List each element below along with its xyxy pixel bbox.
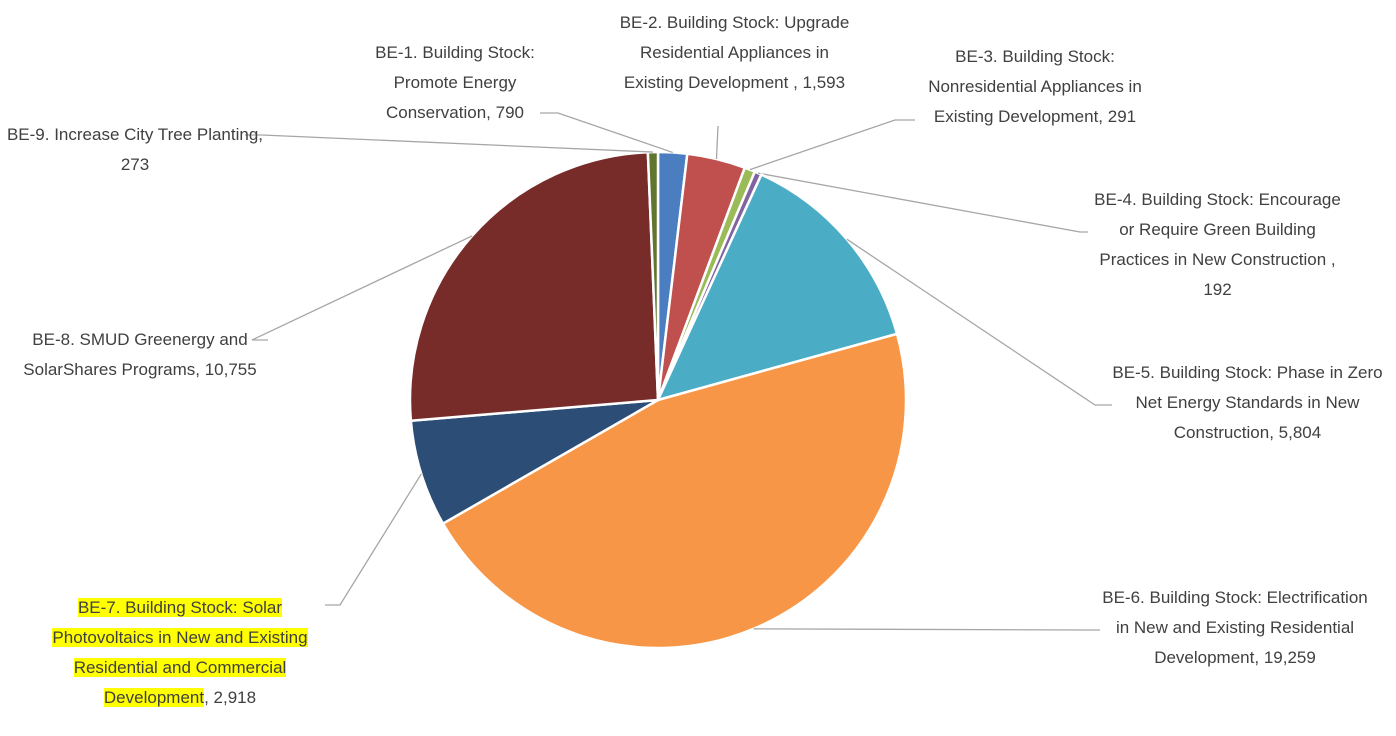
value-label: 273 xyxy=(120,155,150,174)
label-separator: , xyxy=(793,73,803,92)
data-label: BE-4. Building Stock: Encourage or Requi… xyxy=(1085,185,1350,305)
data-label: BE-2. Building Stock: Upgrade Residentia… xyxy=(612,8,857,98)
category-label: BE-2. Building Stock: Upgrade Residentia… xyxy=(619,13,850,92)
leader-line xyxy=(753,628,1100,631)
leader-line xyxy=(715,125,719,160)
pie-slice xyxy=(408,150,660,423)
label-separator: , xyxy=(1098,107,1108,126)
label-separator: , xyxy=(258,125,264,144)
leader-line xyxy=(540,112,673,154)
data-label: BE-8. SMUD Greenergy and SolarShares Pro… xyxy=(0,325,280,385)
leader-line xyxy=(325,473,422,606)
value-label: 19,259 xyxy=(1263,648,1316,667)
data-label: BE-6. Building Stock: Electrification in… xyxy=(1095,583,1375,673)
pie-slice xyxy=(441,332,908,650)
leader-line xyxy=(758,172,1088,233)
value-label: 1,593 xyxy=(802,73,846,92)
leader-line xyxy=(245,134,653,153)
value-label: 10,755 xyxy=(204,360,257,379)
category-label: BE-8. SMUD Greenergy and SolarShares Pro… xyxy=(23,330,248,379)
data-label: BE-5. Building Stock: Phase in Zero Net … xyxy=(1105,358,1390,448)
label-separator: , xyxy=(1330,250,1336,269)
leader-line xyxy=(749,119,915,171)
label-separator: , xyxy=(1269,423,1279,442)
data-label: BE-1. Building Stock: Promote Energy Con… xyxy=(355,38,555,128)
leader-line xyxy=(251,235,473,341)
category-label: BE-6. Building Stock: Electrification in… xyxy=(1102,588,1368,667)
category-label: BE-4. Building Stock: Encourage or Requi… xyxy=(1094,190,1341,269)
value-label: 790 xyxy=(495,103,524,122)
leader-line xyxy=(846,238,1112,406)
pie-slice xyxy=(409,398,659,526)
label-separator: , xyxy=(204,688,214,707)
data-label: BE-7. Building Stock: Solar Photovoltaic… xyxy=(30,593,330,713)
label-separator: , xyxy=(1254,648,1264,667)
category-label: BE-7. Building Stock: Solar Photovoltaic… xyxy=(52,598,308,707)
data-label: BE-9. Increase City Tree Planting, 273 xyxy=(5,120,265,180)
category-label: BE-1. Building Stock: Promote Energy Con… xyxy=(375,43,535,122)
category-label: BE-3. Building Stock: Nonresidential App… xyxy=(928,47,1142,126)
label-separator: , xyxy=(486,103,496,122)
value-label: 2,918 xyxy=(213,688,257,707)
label-separator: , xyxy=(195,360,205,379)
pie-slice xyxy=(655,172,899,402)
category-label: BE-5. Building Stock: Phase in Zero Net … xyxy=(1112,363,1383,442)
data-label: BE-3. Building Stock: Nonresidential App… xyxy=(905,42,1165,132)
value-label: 192 xyxy=(1203,280,1232,299)
category-label: BE-9. Increase City Tree Planting xyxy=(6,125,259,144)
value-label: 291 xyxy=(1107,107,1137,126)
value-label: 5,804 xyxy=(1278,423,1322,442)
